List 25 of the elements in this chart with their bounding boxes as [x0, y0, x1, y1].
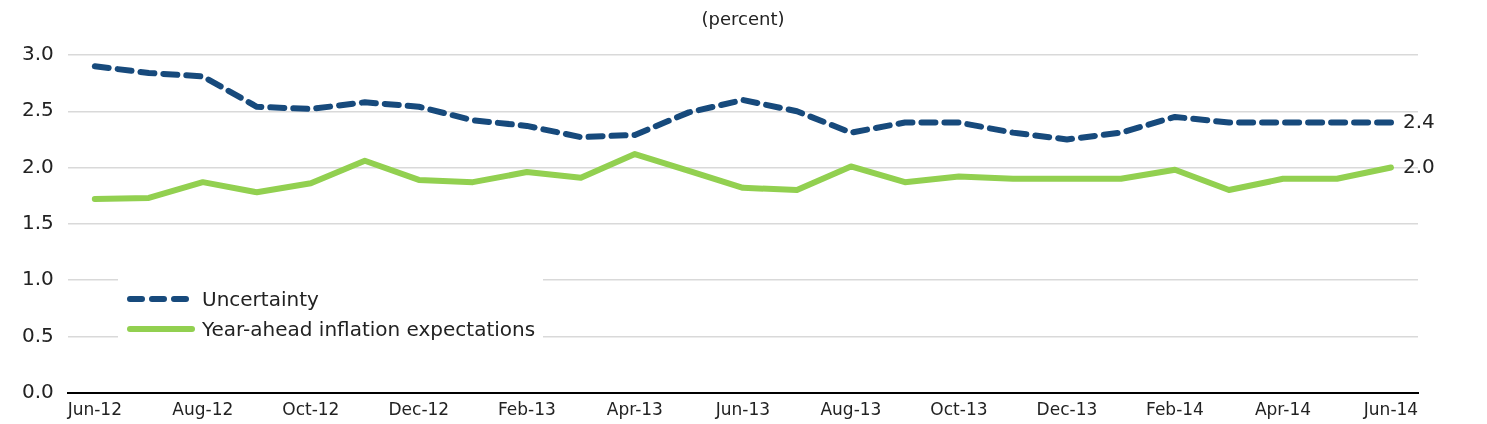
y-tick-label: 0.5: [21, 322, 54, 347]
x-tick-label: Feb-13: [497, 399, 556, 420]
x-tick-label: Dec-12: [388, 399, 450, 420]
x-tick-label: Aug-12: [172, 399, 234, 420]
annotation: 2.4: [1403, 108, 1435, 133]
x-tick-label: Aug-13: [820, 399, 882, 420]
x-tick-label: Oct-12: [282, 399, 340, 420]
y-tick-label: 2.5: [21, 97, 54, 122]
x-tick-label: Jun-12: [66, 399, 122, 420]
y-tick-label: 2.0: [21, 153, 54, 178]
annotation: 2.0: [1403, 153, 1435, 178]
x-tick-label: Feb-14: [1146, 399, 1204, 420]
y-tick-label: 3.0: [21, 41, 54, 66]
x-tick-label: Jun-13: [714, 399, 771, 420]
legend-label: Uncertainty: [202, 287, 319, 311]
y-tick-label: 0.0: [21, 378, 54, 403]
x-tick-label: Oct-13: [930, 399, 988, 420]
chart-subtitle: (percent): [700, 8, 786, 29]
x-tick-label: Apr-13: [606, 399, 663, 420]
legend-label: Year-ahead inflation expectations: [202, 317, 536, 341]
y-tick-label: 1.0: [21, 266, 54, 291]
x-tick-label: Dec-13: [1036, 399, 1098, 420]
y-tick-label: 1.5: [21, 210, 54, 234]
x-tick-label: Jun-14: [1362, 399, 1419, 420]
x-tick-label: Apr-14: [1254, 399, 1312, 420]
